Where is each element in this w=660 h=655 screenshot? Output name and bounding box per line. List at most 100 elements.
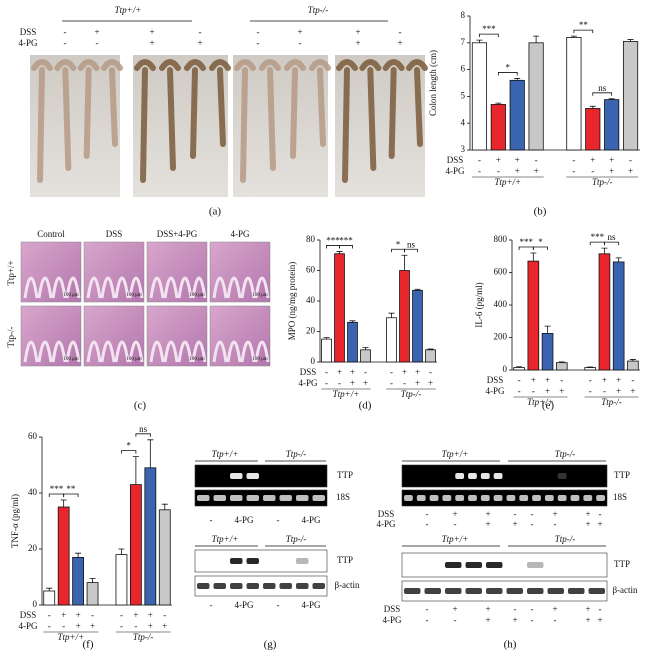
sign: + bbox=[552, 509, 557, 519]
significance-bracket bbox=[404, 248, 418, 253]
error-bar bbox=[60, 499, 67, 507]
colon bbox=[77, 59, 100, 159]
sign: + bbox=[350, 367, 355, 377]
sign: + bbox=[337, 367, 342, 377]
y-tick-label: 60 bbox=[28, 431, 38, 441]
error-bar bbox=[46, 587, 53, 591]
band bbox=[468, 473, 477, 479]
bar bbox=[627, 360, 639, 371]
colon bbox=[382, 59, 405, 159]
sign: - bbox=[134, 621, 137, 631]
band bbox=[480, 473, 490, 479]
bar bbox=[604, 99, 620, 151]
sign: + bbox=[61, 610, 66, 620]
band bbox=[279, 583, 292, 589]
group-label: Ttp-/- bbox=[555, 449, 576, 459]
sign: - bbox=[62, 621, 65, 631]
sign: + bbox=[148, 621, 153, 631]
sign: + bbox=[515, 166, 520, 176]
bar bbox=[585, 108, 601, 151]
tissue bbox=[100, 276, 116, 299]
error-bar bbox=[589, 105, 596, 109]
tissue bbox=[177, 340, 193, 363]
bar bbox=[334, 253, 345, 363]
tissue bbox=[191, 276, 207, 299]
sign: - bbox=[257, 38, 260, 48]
bar bbox=[129, 484, 142, 606]
band bbox=[296, 495, 309, 501]
gel-label: 18S bbox=[336, 492, 350, 502]
colon bbox=[209, 59, 231, 147]
western-blot bbox=[401, 580, 608, 602]
bar bbox=[386, 317, 397, 363]
tissue bbox=[23, 340, 39, 363]
sign: + bbox=[452, 509, 457, 519]
colon bbox=[184, 59, 206, 159]
panel-label: (g) bbox=[264, 639, 277, 651]
band bbox=[544, 495, 554, 501]
sign: - bbox=[478, 155, 481, 165]
y-tick-label: 200 bbox=[494, 332, 508, 342]
sign: - bbox=[454, 519, 457, 529]
tissue bbox=[100, 340, 116, 363]
significance-bracket bbox=[479, 33, 499, 38]
lane-label: 4-PG bbox=[234, 515, 254, 525]
sign: - bbox=[531, 509, 534, 519]
significance-label: *** bbox=[482, 24, 496, 34]
sign: - bbox=[48, 610, 51, 620]
tissue bbox=[65, 340, 81, 363]
significance-label: ns bbox=[598, 83, 607, 93]
sign: - bbox=[426, 604, 429, 614]
significance-bracket bbox=[339, 245, 353, 249]
bar bbox=[43, 590, 56, 606]
rna-gel bbox=[401, 464, 608, 488]
group-label: Ttp-/- bbox=[308, 5, 329, 15]
band bbox=[424, 588, 441, 594]
significance-label: ** bbox=[66, 484, 76, 494]
sign: + bbox=[485, 615, 490, 625]
band bbox=[557, 495, 567, 501]
row-label: DSS bbox=[487, 375, 504, 385]
colon bbox=[259, 59, 281, 171]
significance-label: ns bbox=[608, 232, 617, 242]
blot-label: β-actin bbox=[612, 585, 638, 595]
band bbox=[468, 495, 477, 501]
colon bbox=[284, 59, 306, 159]
band bbox=[547, 588, 564, 594]
bar bbox=[541, 333, 554, 371]
tissue bbox=[37, 276, 53, 299]
western-blot bbox=[194, 575, 328, 597]
tissue bbox=[177, 276, 193, 299]
significance-bracket bbox=[518, 246, 534, 250]
group-label: Ttp+/+ bbox=[212, 449, 239, 459]
colon bbox=[406, 59, 428, 147]
group-label: Ttp+/+ bbox=[115, 5, 142, 15]
tissue bbox=[212, 276, 228, 299]
column-label: DSS+4-PG bbox=[157, 229, 198, 239]
sign: + bbox=[602, 375, 607, 385]
bar bbox=[347, 321, 358, 363]
group-label: Ttp-/- bbox=[286, 534, 307, 544]
tissue bbox=[51, 340, 67, 363]
sign: + bbox=[148, 610, 153, 620]
sign: - bbox=[478, 166, 481, 176]
band bbox=[519, 495, 529, 501]
y-tick-label: 800 bbox=[494, 234, 508, 244]
bar bbox=[425, 349, 436, 363]
error-bar bbox=[349, 320, 356, 323]
sign: - bbox=[120, 621, 123, 631]
row-label: 4-PG bbox=[382, 615, 402, 625]
tissue bbox=[37, 340, 53, 363]
band bbox=[246, 495, 259, 501]
sign: + bbox=[609, 166, 614, 176]
panel-label: (e) bbox=[542, 400, 555, 412]
band bbox=[486, 588, 503, 594]
group-label: Ttp+/+ bbox=[442, 449, 469, 459]
sign: + bbox=[415, 378, 420, 388]
sign: - bbox=[364, 367, 367, 377]
bar bbox=[584, 367, 597, 371]
scale-label: 100 μm bbox=[126, 357, 141, 362]
group-label: Ttp-/- bbox=[286, 449, 307, 459]
significance-label: * bbox=[506, 63, 511, 73]
y-tick-label: 20 bbox=[306, 326, 316, 336]
